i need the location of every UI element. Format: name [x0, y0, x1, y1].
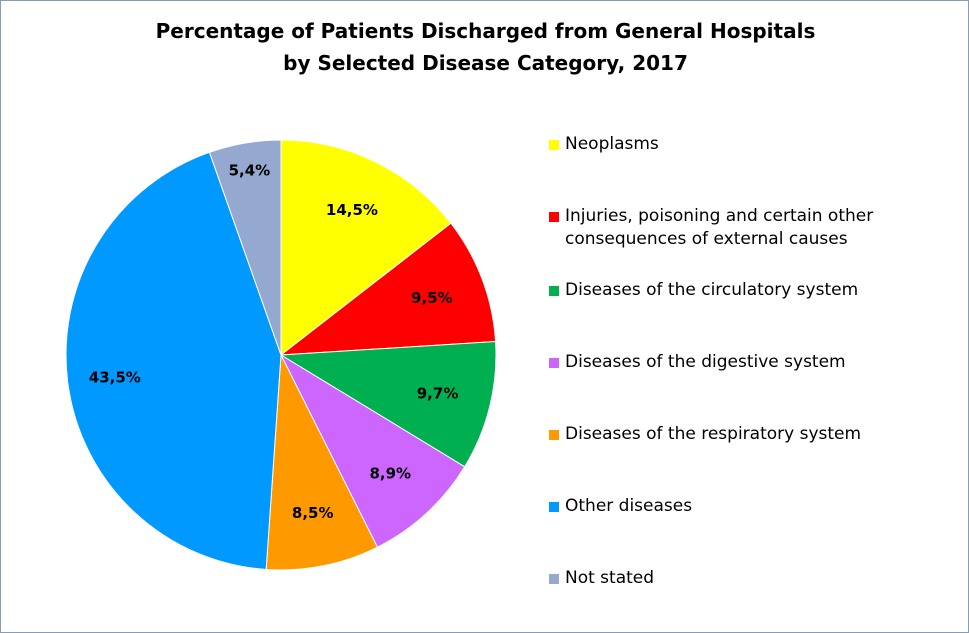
slice-data-label: 9,5%	[411, 289, 453, 307]
pie-slice	[280, 139, 452, 357]
slice-data-label: 14,5%	[326, 201, 378, 219]
chart-title-line-2: by Selected Disease Category, 2017	[283, 51, 688, 75]
legend-swatch	[549, 574, 559, 584]
pie-slice	[279, 222, 497, 356]
chart-title: Percentage of Patients Discharged from G…	[1, 15, 968, 79]
pie-slice	[265, 353, 379, 571]
slice-data-label: 5,4%	[229, 162, 271, 180]
slice-data-label: 9,7%	[417, 385, 459, 403]
slice-data-label: 43,5%	[89, 369, 141, 387]
legend-label: Diseases of the digestive system	[565, 352, 846, 372]
chart-title-line-1: Percentage of Patients Discharged from G…	[155, 19, 816, 43]
slice-data-label: 8,5%	[292, 504, 334, 522]
pie-slice	[65, 151, 282, 571]
legend-label: Not stated	[565, 568, 655, 588]
legend-swatch	[549, 286, 559, 296]
legend-swatch	[549, 430, 559, 440]
legend-swatch	[549, 212, 559, 222]
legend-label: Injuries, poisoning and certain other co…	[565, 206, 874, 249]
legend-label: Other diseases	[565, 496, 693, 516]
legend-label: Diseases of the respiratory system	[565, 424, 862, 444]
slice-data-label: 8,9%	[369, 465, 411, 483]
pie-slice	[279, 353, 466, 548]
pie-slice	[208, 139, 282, 356]
legend-label: Diseases of the circulatory system	[565, 280, 859, 300]
legend-label: Neoplasms	[565, 134, 659, 154]
legend-swatch	[549, 358, 559, 368]
legend-swatch	[549, 502, 559, 512]
legend-swatch	[549, 140, 559, 150]
pie-slice	[279, 340, 497, 468]
